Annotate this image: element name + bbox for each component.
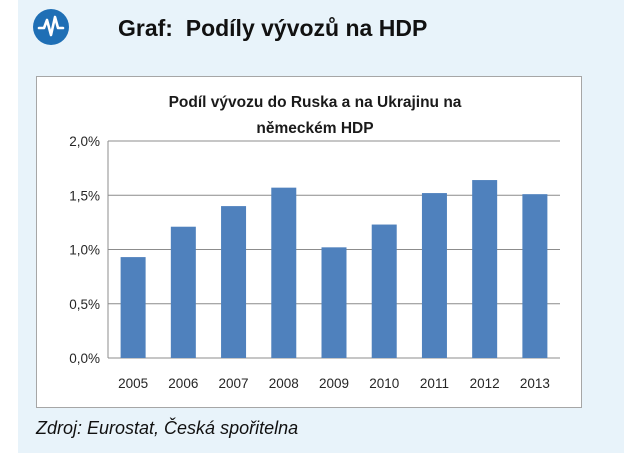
x-tick-label: 2011 [420, 376, 449, 391]
bar [371, 224, 397, 358]
chart-title: Podíl vývozu do Ruska a na Ukrajinu na n… [150, 90, 480, 142]
bar [271, 187, 297, 358]
x-tick-label: 2006 [168, 376, 198, 391]
y-tick-label: 1,5% [69, 188, 100, 203]
x-tick-label: 2007 [219, 376, 249, 391]
bar [472, 180, 498, 358]
x-tick-label: 2013 [520, 376, 550, 391]
bar [221, 206, 247, 358]
y-tick-label: 1,0% [69, 243, 100, 258]
bar [421, 193, 447, 358]
x-tick-label: 2005 [118, 376, 148, 391]
y-tick-label: 0,5% [69, 297, 100, 312]
source-note: Zdroj: Eurostat, Česká spořitelna [36, 418, 299, 438]
page-title: Graf: Podíly vývozů na HDP [118, 15, 428, 41]
y-tick-label: 2,0% [69, 134, 100, 149]
bar [170, 226, 196, 358]
x-tick-label: 2009 [319, 376, 349, 391]
x-tick-label: 2010 [369, 376, 399, 391]
chart-title-line-2: německém HDP [256, 120, 374, 137]
chart-title-line-1: Podíl vývozu do Ruska a na Ukrajinu na [168, 94, 462, 111]
bar [321, 247, 347, 358]
bar [522, 194, 548, 358]
y-tick-label: 0,0% [69, 351, 100, 366]
x-tick-label: 2008 [269, 376, 299, 391]
pulse-logo-icon [33, 9, 69, 45]
x-tick-label: 2012 [470, 376, 500, 391]
bar [120, 257, 146, 358]
